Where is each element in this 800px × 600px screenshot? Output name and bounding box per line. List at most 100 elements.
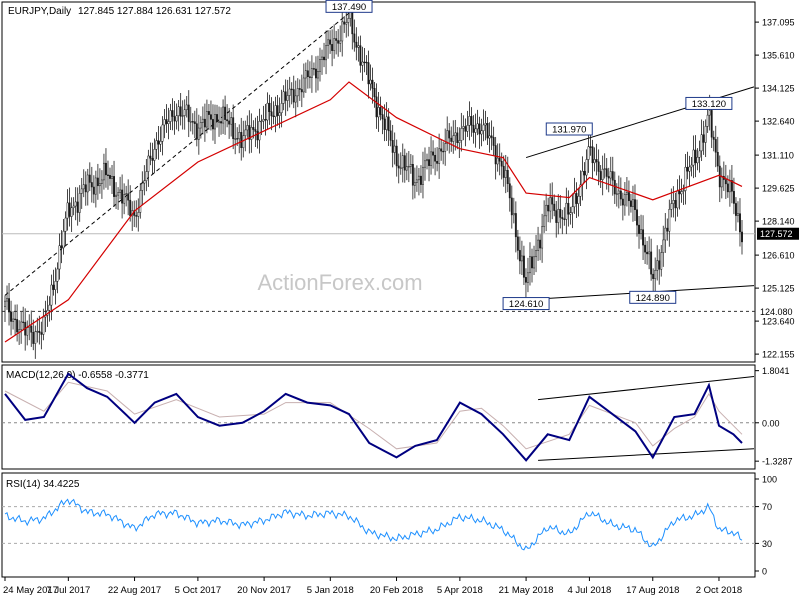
x-tick-label: 5 Jan 2018 bbox=[307, 585, 354, 596]
candle-body bbox=[379, 107, 382, 115]
rsi-tick-label: 30 bbox=[762, 539, 772, 549]
candle-body bbox=[385, 116, 388, 130]
annotation-box bbox=[545, 122, 593, 136]
candle-body bbox=[14, 318, 17, 321]
candle-body bbox=[460, 128, 463, 141]
candle-body bbox=[458, 140, 461, 144]
candle-body bbox=[484, 123, 487, 126]
candle-body bbox=[383, 118, 386, 130]
candle-body bbox=[284, 91, 287, 101]
candle-body bbox=[333, 38, 336, 51]
candle-body bbox=[420, 175, 422, 185]
candle-body bbox=[302, 77, 305, 93]
candle-body bbox=[478, 123, 481, 135]
candle-body bbox=[587, 146, 590, 160]
candle-body bbox=[559, 208, 562, 218]
candle-body bbox=[512, 213, 515, 216]
candle-body bbox=[90, 182, 93, 188]
candle-body bbox=[577, 196, 580, 204]
candle-body bbox=[438, 148, 441, 164]
candle-body bbox=[62, 230, 65, 249]
candle-body bbox=[256, 131, 259, 141]
candle-body bbox=[300, 89, 303, 93]
candle-body bbox=[434, 154, 437, 162]
support-level-badge bbox=[757, 305, 799, 318]
candle-body bbox=[157, 140, 160, 145]
rsi-panel: RSI(14) 34.4225 100 70 30 0 bbox=[1, 472, 777, 578]
candle-body bbox=[177, 106, 180, 116]
candle-body bbox=[636, 209, 638, 226]
candle-body bbox=[111, 176, 113, 179]
candle-body bbox=[428, 159, 430, 166]
candle-body bbox=[149, 155, 152, 159]
candle-body bbox=[597, 161, 600, 172]
annotation-box bbox=[629, 290, 677, 304]
candle-body bbox=[36, 330, 39, 333]
candle-body bbox=[522, 255, 525, 278]
candle-body bbox=[218, 121, 220, 123]
candle-body bbox=[363, 61, 366, 64]
candle-body bbox=[440, 148, 443, 152]
candle-body bbox=[547, 204, 550, 212]
candle-body bbox=[492, 137, 495, 146]
candle-body bbox=[345, 22, 348, 25]
candle-body bbox=[351, 11, 354, 35]
candle-body bbox=[171, 110, 174, 117]
candle-body bbox=[48, 304, 51, 311]
price-ma-line bbox=[4, 81, 743, 343]
candle-body bbox=[339, 40, 342, 44]
candle-body bbox=[704, 126, 707, 143]
candle-body bbox=[54, 280, 57, 290]
candle-body bbox=[80, 188, 83, 194]
candle-body bbox=[529, 256, 531, 274]
annotation-label: 124.890 bbox=[636, 293, 670, 304]
candle-body bbox=[565, 202, 568, 220]
candle-body bbox=[595, 159, 598, 163]
candle-body bbox=[207, 111, 210, 115]
candle-body bbox=[191, 121, 194, 123]
candle-body bbox=[658, 260, 661, 270]
candle-body bbox=[454, 132, 457, 137]
candle-body bbox=[672, 200, 675, 204]
candle-body bbox=[109, 175, 111, 179]
candle-body bbox=[327, 39, 330, 46]
candle-body bbox=[724, 179, 727, 185]
candle-body bbox=[426, 159, 428, 162]
candle-body bbox=[668, 209, 671, 232]
candle-body bbox=[270, 111, 273, 117]
candle-body bbox=[468, 116, 471, 126]
candle-body bbox=[294, 95, 297, 103]
candle-body bbox=[220, 121, 223, 124]
candle-body bbox=[181, 115, 184, 117]
price-tick-label: 125.125 bbox=[762, 284, 795, 294]
candle-body bbox=[397, 165, 400, 169]
candle-body bbox=[605, 168, 608, 177]
candle-body bbox=[159, 141, 162, 145]
candle-body bbox=[319, 59, 321, 72]
candle-body bbox=[700, 134, 703, 152]
candle-body bbox=[621, 198, 624, 206]
candle-body bbox=[100, 179, 103, 184]
candle-body bbox=[640, 229, 642, 234]
price-header-ohlc: 127.845 127.884 126.631 127.572 bbox=[78, 6, 231, 17]
candle-body bbox=[359, 45, 362, 66]
rsi-label: RSI(14) 34.4225 bbox=[6, 479, 80, 490]
candle-body bbox=[561, 217, 564, 220]
macd-tick-label: 1.8041 bbox=[762, 366, 790, 376]
candle-body bbox=[694, 149, 697, 164]
candle-body bbox=[476, 123, 479, 130]
candle-body bbox=[234, 138, 237, 140]
candle-body bbox=[654, 270, 657, 279]
candle-body bbox=[486, 123, 489, 139]
candle-body bbox=[244, 129, 247, 136]
price-tick-label: 137.095 bbox=[762, 18, 795, 28]
candle-body bbox=[4, 300, 6, 307]
candle-body bbox=[222, 106, 225, 124]
candle-body bbox=[169, 110, 172, 122]
candle-body bbox=[601, 168, 604, 180]
candle-body bbox=[42, 316, 45, 335]
candle-body bbox=[276, 105, 279, 116]
candle-body bbox=[296, 88, 299, 97]
candle-body bbox=[212, 119, 214, 130]
candle-body bbox=[432, 151, 435, 156]
